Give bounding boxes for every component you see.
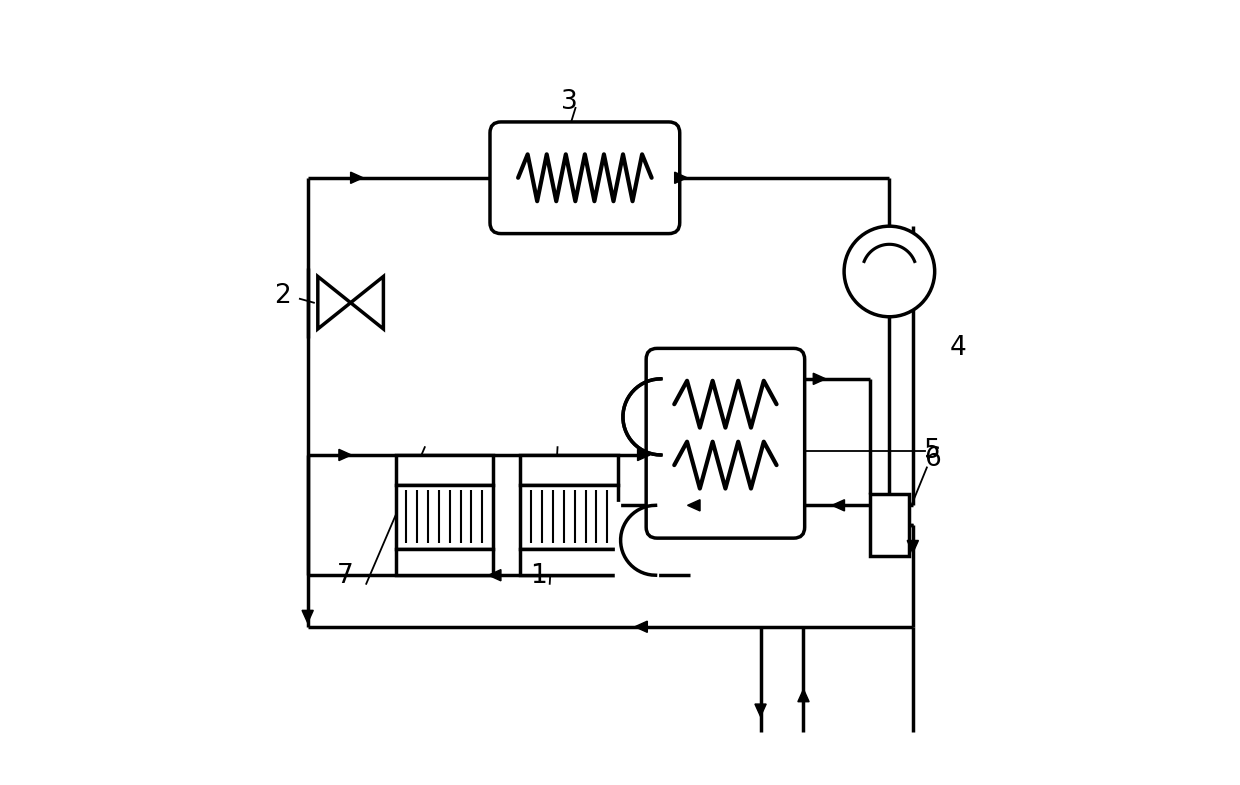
Polygon shape — [797, 689, 810, 702]
Text: 7: 7 — [337, 563, 353, 589]
Polygon shape — [339, 449, 351, 461]
Bar — [396, 549, 494, 575]
Bar — [870, 494, 909, 557]
Bar — [521, 549, 618, 575]
Polygon shape — [351, 276, 383, 329]
Polygon shape — [635, 621, 647, 633]
Polygon shape — [908, 540, 919, 553]
Polygon shape — [489, 570, 501, 581]
Polygon shape — [687, 500, 701, 511]
Text: 4: 4 — [950, 335, 966, 361]
Text: 6: 6 — [924, 446, 941, 472]
Polygon shape — [637, 449, 650, 461]
Polygon shape — [351, 172, 363, 184]
Text: 1: 1 — [529, 563, 547, 589]
Polygon shape — [303, 611, 314, 623]
Bar — [521, 455, 618, 484]
FancyBboxPatch shape — [646, 349, 805, 539]
Circle shape — [844, 226, 935, 317]
Polygon shape — [832, 500, 844, 511]
Polygon shape — [813, 373, 826, 385]
FancyBboxPatch shape — [490, 122, 680, 234]
Text: 2: 2 — [274, 283, 291, 309]
Polygon shape — [317, 276, 351, 329]
Polygon shape — [755, 704, 766, 717]
Bar — [396, 455, 494, 484]
Text: 5: 5 — [924, 438, 941, 464]
Bar — [396, 484, 494, 549]
Polygon shape — [675, 172, 687, 184]
Bar — [521, 484, 618, 549]
Text: 3: 3 — [560, 89, 578, 115]
